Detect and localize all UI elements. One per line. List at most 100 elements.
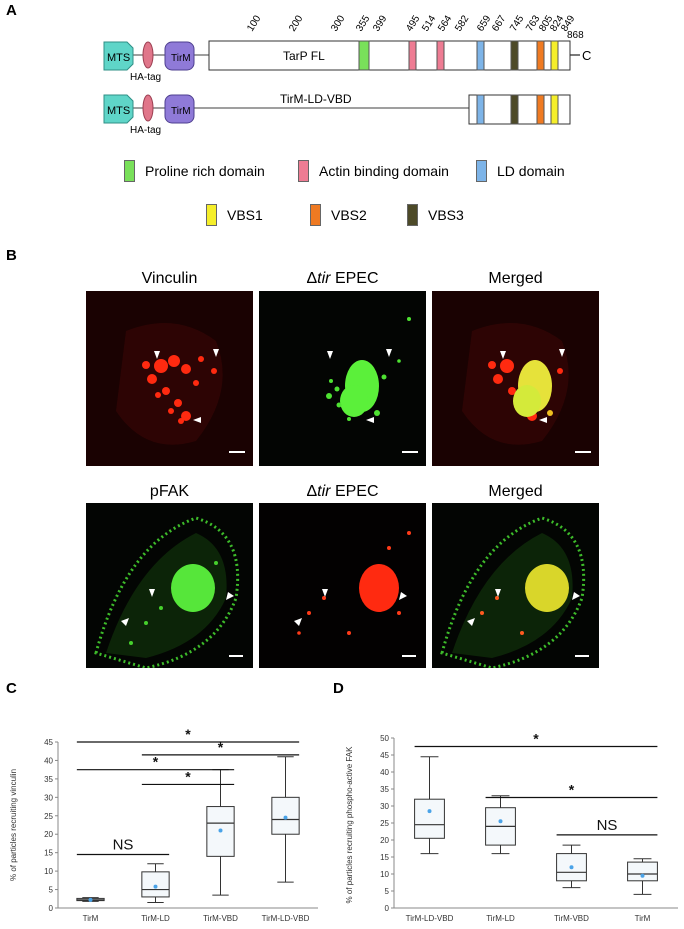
- legend-ld-label: LD domain: [497, 163, 565, 179]
- legend-proline: Proline rich domain: [124, 160, 265, 182]
- y-tick-label-0: 0: [49, 904, 54, 913]
- ld-block: [476, 40, 485, 71]
- y-tick-label-8: 40: [380, 768, 389, 777]
- panel-label-b: B: [6, 247, 17, 264]
- micrograph-dtir-epec-1: [259, 291, 426, 466]
- significance-label-2: *: [153, 754, 159, 770]
- box-3: [627, 861, 658, 882]
- boxplot-d: 0 5 10 15 20 25 30 35 40 45 50 % of particles recru…: [345, 731, 678, 923]
- mts-domain-2: [103, 94, 134, 124]
- mean-marker: [569, 865, 574, 870]
- y-tick-label-0: 0: [385, 904, 390, 913]
- legend-vbs1-label: VBS1: [227, 207, 263, 223]
- mts-label: MTS: [107, 52, 130, 64]
- legend-vbs2-label: VBS2: [331, 207, 367, 223]
- panel-label-c: C: [6, 680, 17, 697]
- significance-label-0: NS: [113, 837, 134, 854]
- tirm-domain: [164, 41, 195, 71]
- pos-300: 300: [329, 13, 347, 33]
- category-label-0: TirM: [83, 914, 99, 923]
- y-tick-label-1: 5: [49, 886, 54, 895]
- category-label-2: TirM-VBD: [203, 914, 238, 923]
- pos-514: 514: [420, 13, 438, 33]
- mean-marker: [283, 815, 288, 820]
- pos-399: 399: [371, 13, 389, 33]
- mean-marker: [640, 873, 645, 878]
- mean-marker: [88, 897, 93, 902]
- category-label-2: TirM-VBD: [554, 914, 589, 923]
- y-tick-label-3: 15: [44, 849, 53, 858]
- y-tick-label-4: 20: [380, 836, 389, 845]
- micrograph-vinculin: [86, 291, 253, 466]
- title-merged-2: Merged: [488, 483, 543, 500]
- micrograph-pfak: [86, 503, 253, 668]
- legend-actin: Actin binding domain: [298, 160, 449, 182]
- box-0: [414, 798, 445, 839]
- category-label-1: TirM-LD: [486, 914, 515, 923]
- mean-marker: [153, 884, 158, 889]
- construct-tarp-fl: MTS HA-tag TirM TarP FL C: [103, 40, 591, 83]
- y-tick-label-10: 50: [380, 734, 389, 743]
- title-dtir-epec-1: Δtir EPEC: [306, 270, 379, 287]
- y-tick-label-1: 5: [385, 887, 390, 896]
- micrograph-merged-1: [432, 291, 599, 466]
- mts-domain: [103, 41, 134, 71]
- actin-binding-block-2: [436, 40, 445, 71]
- y-axis-label: % of particles recruiting vinculin: [9, 769, 18, 881]
- pos-100: 100: [245, 13, 263, 33]
- mean-marker: [427, 809, 432, 814]
- tarp-box: [208, 40, 571, 71]
- vbs2-block: [536, 40, 545, 71]
- tirm-label: TirM: [171, 53, 191, 64]
- legend-proline-label: Proline rich domain: [145, 163, 265, 179]
- title-merged-1: Merged: [488, 270, 543, 287]
- legend-ld: LD domain: [476, 160, 565, 182]
- legend-vbs3-label: VBS3: [428, 207, 464, 223]
- significance-label-3: *: [218, 739, 224, 755]
- category-label-3: TirM-LD-VBD: [262, 914, 310, 923]
- title-vinculin: Vinculin: [141, 270, 198, 287]
- pos-659: 659: [475, 13, 493, 33]
- vbs1-block: [550, 40, 559, 71]
- y-tick-label-5: 25: [44, 812, 53, 821]
- pos-667: 667: [490, 13, 508, 33]
- tarp-fl-label: TarP FL: [283, 49, 325, 63]
- tirm-ld-vbd-label: TirM-LD-VBD: [280, 92, 352, 106]
- legend-actin-label: Actin binding domain: [319, 163, 449, 179]
- significance-label-1: *: [185, 768, 191, 784]
- vbs3-block: [510, 40, 519, 71]
- micrograph-dtir-epec-2: [259, 503, 426, 668]
- significance-label-1: *: [569, 782, 575, 798]
- y-tick-label-4: 20: [44, 830, 53, 839]
- micrograph-merged-2: [432, 503, 599, 668]
- domain-schematic: 100 200 300 355 399 495 514 564 582 659 …: [103, 13, 591, 136]
- actin-binding-block-1: [408, 40, 417, 71]
- pos-745: 745: [508, 13, 526, 33]
- title-pfak: pFAK: [149, 483, 190, 500]
- significance-label-4: *: [185, 726, 191, 742]
- panel-label-a: A: [6, 2, 17, 19]
- ha-tag-label: HA-tag: [130, 72, 161, 83]
- mean-marker: [218, 828, 223, 833]
- pos-868: 868: [567, 30, 584, 41]
- y-tick-label-3: 15: [380, 853, 389, 862]
- ha-tag-shape-2: [142, 94, 154, 122]
- y-axis-label: % of particles recruiting phospho-active…: [345, 746, 354, 904]
- legend-vbs2: VBS2: [310, 204, 367, 226]
- y-tick-label-9: 45: [44, 738, 53, 747]
- construct-tirm-ld-vbd: MTS HA-tag TirM TirM-LD-VBD: [103, 92, 571, 136]
- y-tick-label-7: 35: [44, 775, 53, 784]
- significance-label-2: *: [533, 731, 539, 747]
- y-tick-label-5: 25: [380, 819, 389, 828]
- pos-200: 200: [287, 13, 305, 33]
- tirm-label-2: TirM: [171, 106, 191, 117]
- proline-rich-block: [358, 40, 370, 71]
- tirm-domain-2: [164, 94, 195, 124]
- y-tick-label-8: 40: [44, 756, 53, 765]
- boxplot-c: 0 5 10 15 20 25 30 35 40 45 % of particles recruit…: [9, 726, 318, 923]
- ha-tag-label-2: HA-tag: [130, 125, 161, 136]
- category-label-1: TirM-LD: [141, 914, 170, 923]
- category-label-0: TirM-LD-VBD: [406, 914, 454, 923]
- mean-marker: [498, 819, 503, 824]
- y-tick-label-2: 10: [44, 867, 53, 876]
